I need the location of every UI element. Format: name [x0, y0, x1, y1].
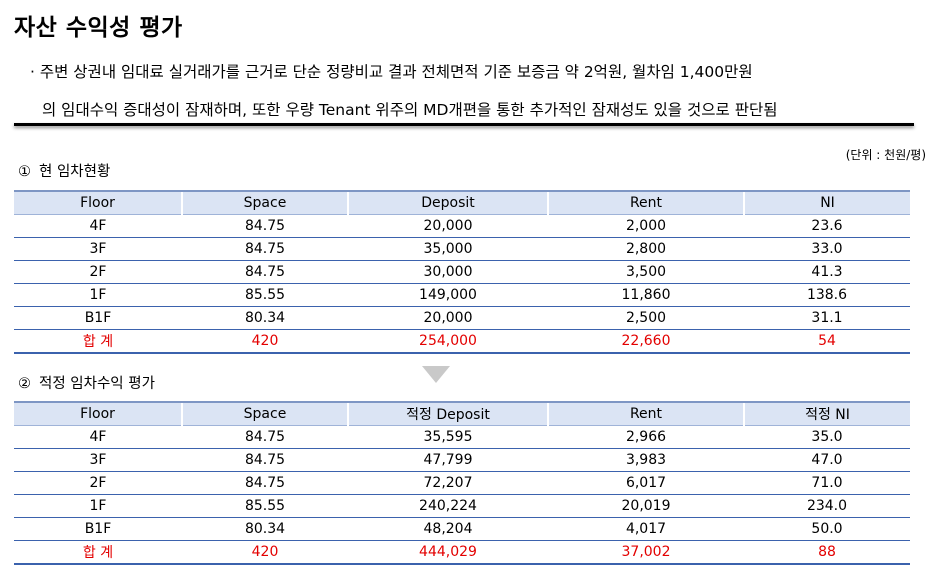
- cell: 20,019: [548, 494, 744, 518]
- cell: 2,800: [548, 237, 744, 261]
- total-ni: 54: [744, 329, 910, 354]
- cell: 85.55: [182, 283, 348, 307]
- cell: 4,017: [548, 517, 744, 541]
- total-ni: 88: [744, 540, 910, 565]
- cell: 2,000: [548, 214, 744, 238]
- cell: 33.0: [744, 237, 910, 261]
- cell: 149,000: [348, 283, 548, 307]
- total-space: 420: [182, 540, 348, 565]
- cell: 1F: [14, 283, 182, 307]
- cell: 11,860: [548, 283, 744, 307]
- cell: 84.75: [182, 237, 348, 261]
- header-floor: Floor: [14, 401, 182, 426]
- header-rent: Rent: [547, 190, 744, 215]
- cell: 71.0: [744, 471, 910, 495]
- total-row: 합 계 420 254,000 22,660 54: [14, 329, 910, 354]
- cell: 6,017: [548, 471, 744, 495]
- cell: 80.34: [182, 306, 348, 330]
- cell: 2,966: [548, 425, 744, 449]
- cell: 35,595: [348, 425, 548, 449]
- table-header-row: Floor Space Deposit Rent NI: [14, 190, 910, 215]
- cell: 4F: [14, 425, 182, 449]
- cell: B1F: [14, 517, 182, 541]
- cell: 47.0: [744, 448, 910, 472]
- header-ni: 적정 NI: [743, 401, 910, 426]
- cell: 3,500: [548, 260, 744, 284]
- cell: 72,207: [348, 471, 548, 495]
- section-label: 현 임차현황: [39, 164, 111, 180]
- page-title: 자산 수익성 평가: [14, 15, 183, 41]
- header-floor: Floor: [14, 190, 182, 215]
- header-deposit: Deposit: [347, 190, 548, 215]
- total-deposit: 444,029: [348, 540, 548, 565]
- cell: 85.55: [182, 494, 348, 518]
- cell: 2F: [14, 260, 182, 284]
- summary-line-2: 의 임대수익 증대성이 잠재하며, 또한 우량 Tenant 위주의 MD개편을…: [42, 101, 778, 119]
- cell: 4F: [14, 214, 182, 238]
- current-lease-table: Floor Space Deposit Rent NI 4F 84.75 20,00…: [14, 190, 910, 354]
- cell: 50.0: [744, 517, 910, 541]
- header-deposit: 적정 Deposit: [347, 401, 548, 426]
- cell: 1F: [14, 494, 182, 518]
- table-row: 3F 84.75 35,000 2,800 33.0: [14, 237, 910, 261]
- total-label: 합 계: [14, 540, 182, 565]
- table-row: B1F 80.34 48,204 4,017 50.0: [14, 517, 910, 541]
- section-number: ②: [18, 376, 31, 392]
- cell: 234.0: [744, 494, 910, 518]
- cell: 138.6: [744, 283, 910, 307]
- total-space: 420: [182, 329, 348, 354]
- divider-line: [14, 123, 914, 126]
- cell: 2,500: [548, 306, 744, 330]
- table-header-row: Floor Space 적정 Deposit Rent 적정 NI: [14, 401, 910, 426]
- header-rent: Rent: [547, 401, 744, 426]
- header-space: Space: [181, 401, 348, 426]
- total-rent: 37,002: [548, 540, 744, 565]
- appropriate-income-table: Floor Space 적정 Deposit Rent 적정 NI 4F 84.7…: [14, 401, 910, 565]
- cell: 3,983: [548, 448, 744, 472]
- cell: 20,000: [348, 306, 548, 330]
- cell: 84.75: [182, 260, 348, 284]
- table-row: B1F 80.34 20,000 2,500 31.1: [14, 306, 910, 330]
- down-arrow-icon: [422, 366, 450, 383]
- table-row: 1F 85.55 149,000 11,860 138.6: [14, 283, 910, 307]
- cell: 2F: [14, 471, 182, 495]
- table-row: 1F 85.55 240,224 20,019 234.0: [14, 494, 910, 518]
- cell: B1F: [14, 306, 182, 330]
- cell: 84.75: [182, 214, 348, 238]
- total-row: 합 계 420 444,029 37,002 88: [14, 540, 910, 565]
- unit-note: (단위 : 천원/평): [845, 148, 926, 162]
- total-label: 합 계: [14, 329, 182, 354]
- total-deposit: 254,000: [348, 329, 548, 354]
- cell: 41.3: [744, 260, 910, 284]
- cell: 84.75: [182, 425, 348, 449]
- cell: 35.0: [744, 425, 910, 449]
- cell: 30,000: [348, 260, 548, 284]
- section-appropriate-income: ② 적정 임차수익 평가: [18, 372, 155, 393]
- table-row: 4F 84.75 35,595 2,966 35.0: [14, 425, 910, 449]
- cell: 48,204: [348, 517, 548, 541]
- table-row: 4F 84.75 20,000 2,000 23.6: [14, 214, 910, 238]
- cell: 3F: [14, 448, 182, 472]
- cell: 47,799: [348, 448, 548, 472]
- cell: 31.1: [744, 306, 910, 330]
- cell: 84.75: [182, 471, 348, 495]
- header-ni: NI: [743, 190, 910, 215]
- cell: 23.6: [744, 214, 910, 238]
- cell: 20,000: [348, 214, 548, 238]
- table-row: 3F 84.75 47,799 3,983 47.0: [14, 448, 910, 472]
- section-label: 적정 임차수익 평가: [39, 376, 155, 392]
- cell: 3F: [14, 237, 182, 261]
- cell: 240,224: [348, 494, 548, 518]
- section-number: ①: [18, 164, 31, 180]
- section-current-lease: ① 현 임차현황: [18, 160, 110, 181]
- cell: 35,000: [348, 237, 548, 261]
- cell: 80.34: [182, 517, 348, 541]
- cell: 84.75: [182, 448, 348, 472]
- summary-line-1: · 주변 상권내 임대료 실거래가를 근거로 단순 정량비교 결과 전체면적 기…: [30, 63, 753, 81]
- table-row: 2F 84.75 72,207 6,017 71.0: [14, 471, 910, 495]
- header-space: Space: [181, 190, 348, 215]
- table-row: 2F 84.75 30,000 3,500 41.3: [14, 260, 910, 284]
- total-rent: 22,660: [548, 329, 744, 354]
